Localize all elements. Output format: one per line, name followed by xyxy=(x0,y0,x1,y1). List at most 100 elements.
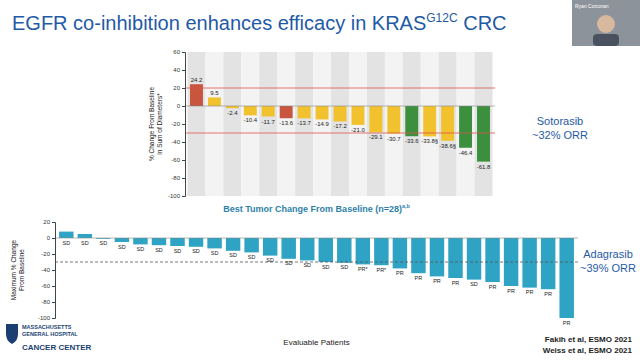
bar xyxy=(152,238,166,245)
response-label: SD xyxy=(303,262,311,268)
video-frame xyxy=(572,0,640,46)
y-tick: -80 xyxy=(41,299,55,305)
tick-mark xyxy=(182,124,185,125)
column-band xyxy=(385,52,403,196)
bar xyxy=(263,238,277,256)
column-band xyxy=(475,52,493,196)
response-label: PR xyxy=(489,284,497,290)
reference-line xyxy=(185,133,495,134)
y-axis-title-line: % Change From Baseline xyxy=(148,87,156,161)
bar xyxy=(133,238,147,244)
y-axis-line xyxy=(52,223,56,319)
bar xyxy=(448,238,462,278)
speaker-video: Ryan Corcoran xyxy=(572,0,640,46)
response-label: SD xyxy=(118,244,126,250)
bar xyxy=(207,238,221,248)
column-band xyxy=(259,52,277,196)
tick-label: 20 xyxy=(43,219,50,225)
bar xyxy=(369,106,382,132)
bar xyxy=(244,238,258,252)
tick-mark xyxy=(52,286,55,287)
y-tick: -20 xyxy=(41,251,55,257)
y-axis-line xyxy=(182,53,186,197)
bar xyxy=(189,238,203,247)
bar xyxy=(298,106,311,118)
bar xyxy=(541,238,555,289)
baseline xyxy=(185,106,495,107)
tick-label: -100 xyxy=(168,193,181,199)
y-tick: 0 xyxy=(177,103,185,109)
citation: Weiss et al, ESMO 2021 xyxy=(543,346,633,355)
response-label: SD xyxy=(248,254,256,260)
data-label: -61.8 xyxy=(477,164,491,170)
tick-label: 0 xyxy=(177,103,181,109)
drug-label: ~32% ORR xyxy=(532,129,588,141)
response-label: PR* xyxy=(358,266,369,272)
drug-label: Sotorasib xyxy=(537,115,583,127)
y-tick: -60 xyxy=(171,157,185,163)
tick-mark xyxy=(182,106,185,107)
bar xyxy=(316,106,329,119)
column-band xyxy=(295,52,313,196)
response-label: SD xyxy=(266,257,274,263)
y-tick: 0 xyxy=(47,235,55,241)
bar xyxy=(334,106,347,121)
y-tick: -100 xyxy=(168,193,185,199)
logo: MASSACHUSETTSGENERAL HOSPITALCANCER CENT… xyxy=(6,324,92,352)
tick-mark xyxy=(182,160,185,161)
data-label: -29.1 xyxy=(369,134,383,140)
column-band xyxy=(223,52,241,196)
data-label: -21.0 xyxy=(351,127,365,133)
bar xyxy=(226,238,240,251)
response-label: SD xyxy=(229,252,237,258)
column-band xyxy=(241,52,259,196)
citation: Fakih et al, ESMO 2021 xyxy=(545,335,633,344)
bar xyxy=(337,238,351,263)
y-tick: -60 xyxy=(41,283,55,289)
y-axis-title: Maximum % ChangeFrom Baseline xyxy=(10,239,25,300)
bar xyxy=(190,84,203,106)
tick-label: -40 xyxy=(41,267,50,273)
bar xyxy=(441,106,454,141)
bar xyxy=(405,106,418,136)
data-labels: 24.29.5-2.4-10.4-11.7-13.6-13.7-14.9-17.… xyxy=(191,77,491,169)
data-label: -10.4 xyxy=(243,117,257,123)
tick-label: -40 xyxy=(171,139,180,145)
response-label: PR xyxy=(526,289,534,295)
response-label: SD xyxy=(211,250,219,256)
response-label: PR xyxy=(563,320,571,326)
column-band xyxy=(205,52,223,196)
column-band xyxy=(188,52,206,196)
tick-mark xyxy=(52,222,55,223)
tick-label: 60 xyxy=(173,49,180,55)
column-band xyxy=(421,52,439,196)
slide: EGFR co-inhibition enhances efficacy in … xyxy=(0,0,640,360)
tick-mark xyxy=(52,254,55,255)
response-label: SD xyxy=(137,246,145,252)
y-axis-title-line: in Sum of Diameters* xyxy=(156,93,163,155)
bar xyxy=(467,238,481,280)
column-band xyxy=(277,52,295,196)
slide-title-part: G12C xyxy=(426,11,458,25)
tick-mark xyxy=(182,142,185,143)
column-band xyxy=(331,52,349,196)
tick-mark xyxy=(182,70,185,71)
data-label: 9.5 xyxy=(210,90,219,96)
response-label: SD xyxy=(81,240,89,246)
column-band xyxy=(439,52,457,196)
bar xyxy=(374,238,388,265)
bar xyxy=(356,238,370,264)
tick-mark xyxy=(182,196,185,197)
chart-title-part: Best Tumor Change From Baseline (n=28) xyxy=(223,204,402,214)
bar xyxy=(280,106,293,118)
y-tick: -80 xyxy=(171,175,185,181)
response-label: SD xyxy=(155,247,163,253)
y-tick: 40 xyxy=(173,67,185,73)
y-tick: -20 xyxy=(171,121,185,127)
data-label: 24.2 xyxy=(191,77,203,83)
bar xyxy=(430,238,444,276)
annotations: SDSDSDSDSDSDSDSDSDSDSDSDSDSDSDSDPR*PR*PR… xyxy=(62,240,570,326)
speaker-name: Ryan Corcoran xyxy=(575,3,609,9)
y-axis-title: % Change From Baselinein Sum of Diameter… xyxy=(148,87,163,161)
tick-mark xyxy=(52,270,55,271)
